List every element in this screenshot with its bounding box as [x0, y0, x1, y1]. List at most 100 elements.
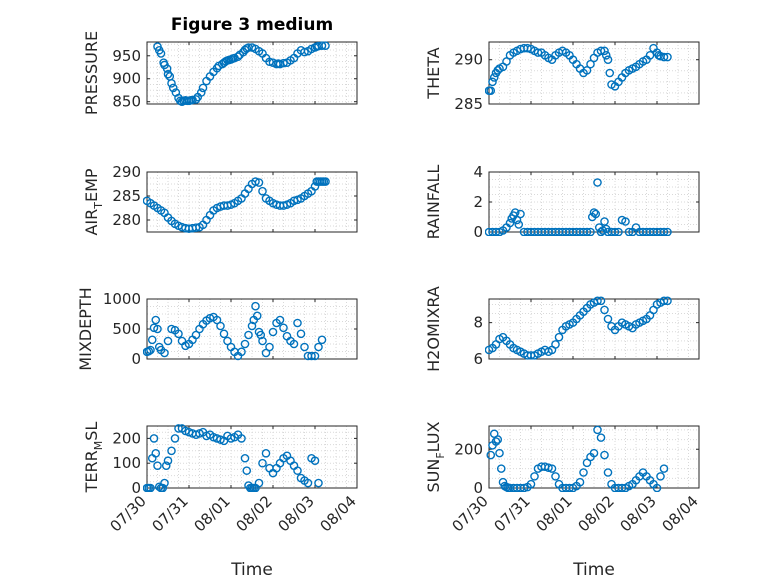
- data-point: [610, 227, 620, 236]
- data-point: [303, 478, 313, 488]
- data-point: [489, 73, 499, 82]
- data-point: [314, 342, 323, 352]
- data-point: [158, 483, 168, 492]
- data-markers: [486, 425, 669, 492]
- data-point: [579, 468, 588, 477]
- data-point: [168, 83, 178, 93]
- data-point: [300, 47, 309, 57]
- data-point: [663, 52, 672, 62]
- data-point: [242, 466, 252, 475]
- data-point: [514, 220, 524, 229]
- data-point: [293, 466, 302, 475]
- data-point: [258, 336, 267, 346]
- data-point: [596, 433, 606, 442]
- data-point: [551, 472, 560, 481]
- data-point: [310, 351, 320, 361]
- data-point: [314, 478, 323, 488]
- y-axis-label: THETA: [424, 47, 443, 99]
- data-point: [600, 46, 609, 56]
- data-point: [289, 339, 299, 349]
- data-point: [174, 329, 183, 339]
- subplot-rainfall: 0 2 4 RAINFALL: [424, 163, 700, 241]
- data-point: [575, 477, 585, 487]
- data-point: [310, 456, 320, 466]
- y-tick-label: 0: [131, 479, 141, 497]
- data-point: [603, 468, 613, 477]
- data-point: [603, 55, 613, 65]
- y-tick-label: 850: [112, 93, 141, 111]
- data-markers: [485, 296, 672, 360]
- data-point: [652, 483, 662, 492]
- data-point: [237, 434, 246, 443]
- axes-box: [488, 425, 700, 489]
- data-point: [659, 464, 669, 473]
- data-point: [160, 478, 169, 488]
- data-point: [219, 329, 229, 339]
- data-point: [600, 450, 609, 460]
- y-tick-label: 290: [112, 163, 141, 181]
- data-point: [530, 472, 539, 481]
- data-point: [502, 57, 511, 66]
- data-point: [261, 448, 271, 458]
- data-point: [551, 340, 560, 349]
- data-point: [544, 463, 553, 472]
- data-point: [317, 335, 327, 345]
- data-point: [621, 217, 630, 226]
- data-point: [659, 227, 669, 236]
- y-tick-label: 950: [112, 47, 141, 65]
- data-markers: [143, 177, 330, 233]
- data-point: [582, 66, 592, 75]
- data-markers: [153, 41, 330, 107]
- y-tick-label: 280: [112, 211, 141, 229]
- y-tick-label: 4: [473, 163, 483, 181]
- y-tick-label: 285: [454, 95, 483, 113]
- data-markers: [485, 178, 672, 236]
- y-axis-label: MIXDEPTH: [76, 287, 95, 370]
- y-tick-label: 290: [454, 51, 483, 69]
- data-point: [254, 478, 264, 488]
- data-point: [596, 296, 606, 306]
- data-point: [258, 458, 267, 468]
- data-point: [600, 305, 609, 315]
- data-point: [516, 209, 525, 219]
- data-point: [547, 464, 557, 473]
- data-point: [240, 339, 250, 349]
- data-point: [523, 43, 532, 53]
- y-tick-label: 900: [112, 70, 141, 88]
- data-point: [296, 329, 306, 339]
- y-tick-label: 0: [473, 223, 483, 241]
- y-tick-label: 0: [473, 479, 483, 497]
- axes-box: [146, 41, 358, 105]
- data-point: [624, 227, 634, 236]
- data-point: [144, 346, 154, 356]
- data-point: [191, 223, 201, 232]
- subplot-mixdepth: 0 500 1000 MIXDEPTH: [76, 287, 358, 371]
- data-point: [659, 296, 669, 306]
- data-point: [486, 86, 496, 96]
- data-point: [151, 315, 161, 325]
- data-point: [293, 318, 302, 328]
- data-point: [496, 464, 506, 473]
- y-axis-label: TERRMSL: [82, 422, 105, 494]
- data-markers: [485, 43, 672, 96]
- data-point: [196, 88, 206, 97]
- x-axis-label-right: Time: [572, 560, 615, 580]
- data-point: [491, 437, 501, 446]
- data-point: [656, 472, 665, 481]
- data-point: [146, 483, 155, 492]
- data-point: [247, 321, 257, 331]
- data-point: [198, 83, 208, 93]
- y-tick-label: 100: [112, 454, 141, 472]
- data-point: [149, 434, 159, 443]
- data-point: [317, 41, 327, 50]
- data-point: [147, 335, 157, 345]
- data-point: [156, 49, 166, 58]
- data-point: [251, 301, 260, 311]
- data-point: [191, 95, 201, 104]
- x-axis-label-left: Time: [230, 560, 273, 580]
- data-point: [161, 461, 171, 470]
- data-point: [163, 456, 173, 466]
- data-point: [153, 324, 162, 334]
